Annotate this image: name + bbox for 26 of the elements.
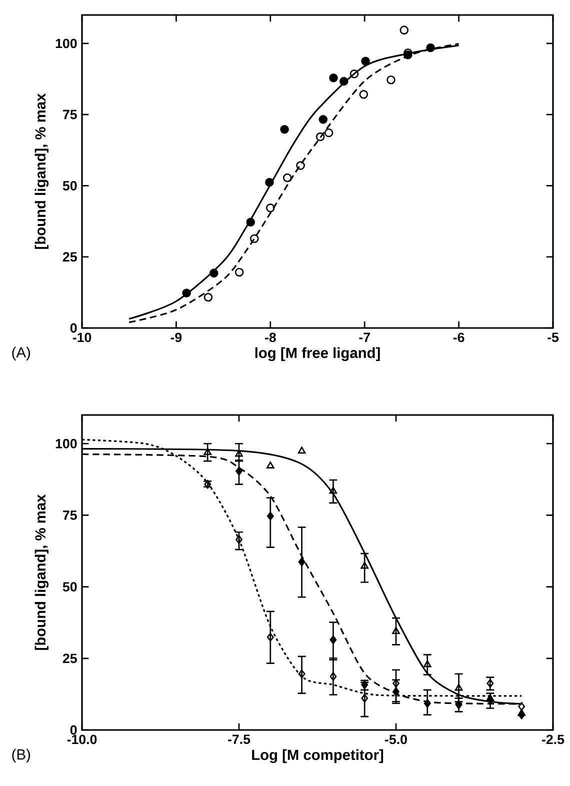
text: (A)	[12, 346, 30, 360]
x-tick-label: -5	[548, 332, 559, 342]
y-tick-label: 100	[56, 438, 77, 448]
x-tick-label: -7	[359, 332, 370, 342]
y-tick-label: 25	[62, 654, 77, 664]
x-tick-label: -9	[170, 332, 182, 342]
y-axis-title: [bound ligand], % max	[34, 494, 49, 650]
y-tick-label: 75	[63, 510, 77, 520]
x-tick-label: -10	[72, 332, 92, 342]
y-tick-label: 50	[62, 181, 77, 190]
x-tick-label: -5.0	[385, 734, 407, 744]
x-tick-label: -6	[453, 332, 464, 342]
x-tick-label: -8	[264, 332, 276, 342]
y-tick-label: 75	[63, 110, 77, 120]
x-axis-title: log [M free ligand]	[255, 347, 380, 362]
y-tick-label: 100	[56, 38, 77, 48]
y-tick-label: 50	[62, 582, 77, 592]
x-tick-label: -10.0	[67, 734, 97, 744]
x-tick-label: -2.5	[542, 734, 564, 744]
y-tick-label: 0	[70, 725, 77, 735]
text: (B)	[12, 748, 30, 763]
x-tick-label: -7.5	[228, 734, 250, 744]
x-axis-title: Log [M competitor]	[252, 749, 384, 764]
y-tick-label: 25	[62, 252, 77, 262]
y-tick-label: 0	[70, 323, 77, 333]
y-axis-title: [bound ligand], % max	[34, 93, 49, 249]
